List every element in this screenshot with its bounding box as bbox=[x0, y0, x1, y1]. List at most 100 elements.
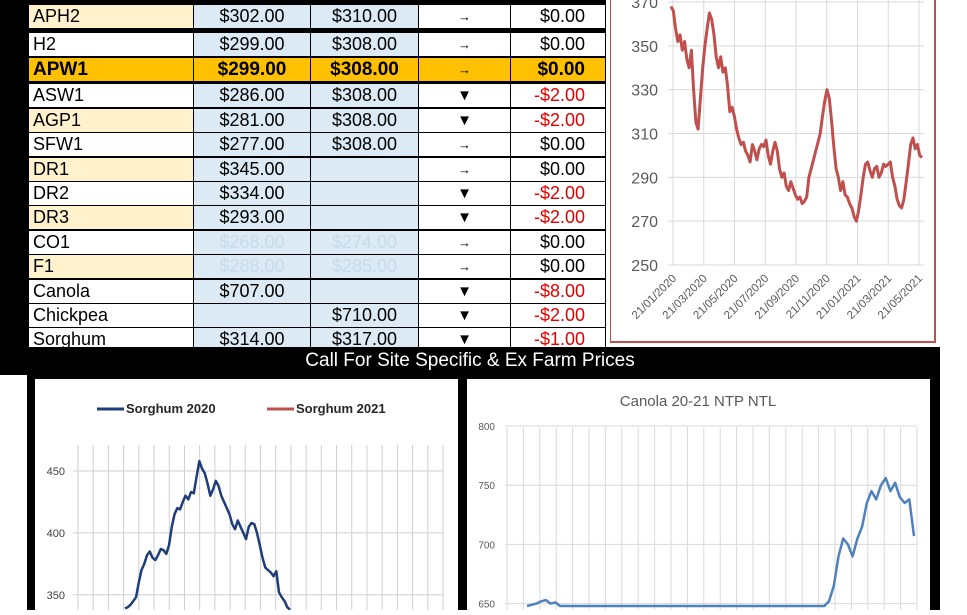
price-change: $0.00 bbox=[511, 58, 605, 81]
commodity-name: DR2 bbox=[29, 182, 193, 205]
commodity-name: H2 bbox=[29, 33, 193, 56]
chart-title: Canola 20-21 NTP NTL bbox=[620, 393, 776, 410]
canola-price-line bbox=[526, 476, 916, 608]
direction-indicator: ▼ bbox=[419, 280, 510, 303]
commodity-name: F1 bbox=[29, 255, 193, 278]
bid-price: $299.00 bbox=[194, 58, 310, 81]
price-change: -$1.00 bbox=[511, 328, 605, 351]
ask-price: $310.00 bbox=[311, 5, 418, 28]
table-row: DR3 $293.00 ▼ -$2.00 bbox=[0, 206, 606, 230]
direction-indicator: ▼ bbox=[419, 206, 510, 229]
bid-price bbox=[194, 304, 310, 327]
sorghum-2020-line bbox=[124, 459, 291, 611]
direction-indicator: → bbox=[419, 5, 510, 28]
price-change: $0.00 bbox=[511, 158, 605, 181]
direction-indicator: → bbox=[419, 33, 510, 56]
ask-price: $308.00 bbox=[311, 84, 418, 107]
bid-price: $293.00 bbox=[194, 206, 310, 229]
commodity-name: APW1 bbox=[29, 58, 193, 81]
price-change: $0.00 bbox=[511, 33, 605, 56]
bid-price: $345.00 bbox=[194, 158, 310, 181]
commodity-name: CO1 bbox=[29, 231, 193, 254]
table-row: SFW1 $277.00 $308.00 → $0.00 bbox=[0, 133, 606, 157]
y-tick-label: 750 bbox=[478, 481, 495, 492]
direction-indicator: → bbox=[419, 58, 510, 81]
table-row: CO1 $268.00 $274.00 → $0.00 bbox=[0, 231, 606, 255]
y-tick-label: 330 bbox=[631, 83, 658, 100]
direction-indicator: → bbox=[419, 231, 510, 254]
y-tick-label: 700 bbox=[478, 540, 495, 551]
price-table: APH2 $302.00 $310.00 → $0.00 H2 $299.00 $308.00… bbox=[0, 0, 606, 351]
direction-indicator: ▼ bbox=[419, 304, 510, 327]
direction-indicator: → bbox=[419, 255, 510, 278]
ask-price bbox=[311, 280, 418, 303]
direction-indicator: ▼ bbox=[419, 328, 510, 351]
commodity-name: ASW1 bbox=[29, 84, 193, 107]
bid-price: $268.00 bbox=[194, 231, 310, 254]
y-tick-label: 250 bbox=[631, 258, 658, 275]
bid-price: $334.00 bbox=[194, 182, 310, 205]
table-row: Sorghum $314.00 $317.00 ▼ -$1.00 bbox=[0, 328, 606, 352]
sorghum-seasonal-chart: 350 400 450 Sorghum 2020 Sorghum 2021 bbox=[35, 379, 458, 611]
direction-indicator: → bbox=[419, 133, 510, 156]
ask-price: $285.00 bbox=[311, 255, 418, 278]
commodity-name: SFW1 bbox=[29, 133, 193, 156]
canola-ntp-chart: Canola 20-21 NTP NTL 650 700 750 800 bbox=[467, 379, 930, 611]
direction-indicator: ▼ bbox=[419, 182, 510, 205]
y-tick-label: 350 bbox=[47, 590, 65, 602]
y-tick-label: 350 bbox=[631, 39, 658, 56]
apw1-price-chart: 250 270 290 310 330 350 370 21/01/2020 21/03/202… bbox=[610, 0, 936, 343]
table-row: H2 $299.00 $308.00 → $0.00 bbox=[0, 33, 606, 57]
price-change: -$2.00 bbox=[511, 206, 605, 229]
legend-label: Sorghum 2020 bbox=[126, 401, 216, 416]
commodity-name: Chickpea bbox=[29, 304, 193, 327]
y-tick-label: 400 bbox=[47, 528, 65, 540]
commodity-name: DR1 bbox=[29, 158, 193, 181]
bid-price: $302.00 bbox=[194, 5, 310, 28]
ask-price: $308.00 bbox=[311, 109, 418, 132]
y-tick-label: 450 bbox=[47, 466, 65, 478]
commodity-name: Sorghum bbox=[29, 328, 193, 351]
y-tick-label: 290 bbox=[631, 170, 658, 187]
bid-price: $707.00 bbox=[194, 280, 310, 303]
table-row: APH2 $302.00 $310.00 → $0.00 bbox=[0, 5, 606, 29]
apw1-price-chart-svg: 25027029031033035037021/01/202021/03/202… bbox=[630, 0, 925, 322]
site-specific-banner: Call For Site Specific & Ex Farm Prices bbox=[0, 347, 940, 375]
price-change: -$2.00 bbox=[511, 109, 605, 132]
price-change: -$2.00 bbox=[511, 182, 605, 205]
y-tick-label: 370 bbox=[631, 0, 658, 12]
ask-price bbox=[311, 182, 418, 205]
table-row: APW1 $299.00 $308.00 → $0.00 bbox=[0, 58, 606, 82]
price-change: $0.00 bbox=[511, 231, 605, 254]
commodity-name: DR3 bbox=[29, 206, 193, 229]
table-row: Canola $707.00 ▼ -$8.00 bbox=[0, 280, 606, 304]
bid-price: $299.00 bbox=[194, 33, 310, 56]
price-change: -$2.00 bbox=[511, 84, 605, 107]
y-tick-label: 270 bbox=[631, 214, 658, 231]
bid-price: $288.00 bbox=[194, 255, 310, 278]
commodity-name: AGP1 bbox=[29, 109, 193, 132]
table-row: DR2 $334.00 ▼ -$2.00 bbox=[0, 182, 606, 206]
table-row: AGP1 $281.00 $308.00 ▼ -$2.00 bbox=[0, 109, 606, 133]
price-change: -$2.00 bbox=[511, 304, 605, 327]
direction-indicator: → bbox=[419, 158, 510, 181]
direction-indicator: ▼ bbox=[419, 109, 510, 132]
ask-price: $710.00 bbox=[311, 304, 418, 327]
y-tick-label: 800 bbox=[478, 422, 495, 433]
bid-price: $277.00 bbox=[194, 133, 310, 156]
banner-text: Call For Site Specific & Ex Farm Prices bbox=[305, 350, 635, 371]
ask-price: $308.00 bbox=[311, 33, 418, 56]
table-row: ASW1 $286.00 $308.00 ▼ -$2.00 bbox=[0, 84, 606, 108]
legend-label: Sorghum 2021 bbox=[296, 401, 386, 416]
price-change: $0.00 bbox=[511, 5, 605, 28]
commodity-name: Canola bbox=[29, 280, 193, 303]
table-row: F1 $288.00 $285.00 → $0.00 bbox=[0, 255, 606, 279]
ask-price bbox=[311, 158, 418, 181]
bid-price: $286.00 bbox=[194, 84, 310, 107]
sorghum-chart-svg: 350 400 450 Sorghum 2020 Sorghum 2021 bbox=[47, 401, 444, 611]
price-change: $0.00 bbox=[511, 133, 605, 156]
bid-price: $281.00 bbox=[194, 109, 310, 132]
ask-price bbox=[311, 206, 418, 229]
price-change: $0.00 bbox=[511, 255, 605, 278]
ask-price: $274.00 bbox=[311, 231, 418, 254]
